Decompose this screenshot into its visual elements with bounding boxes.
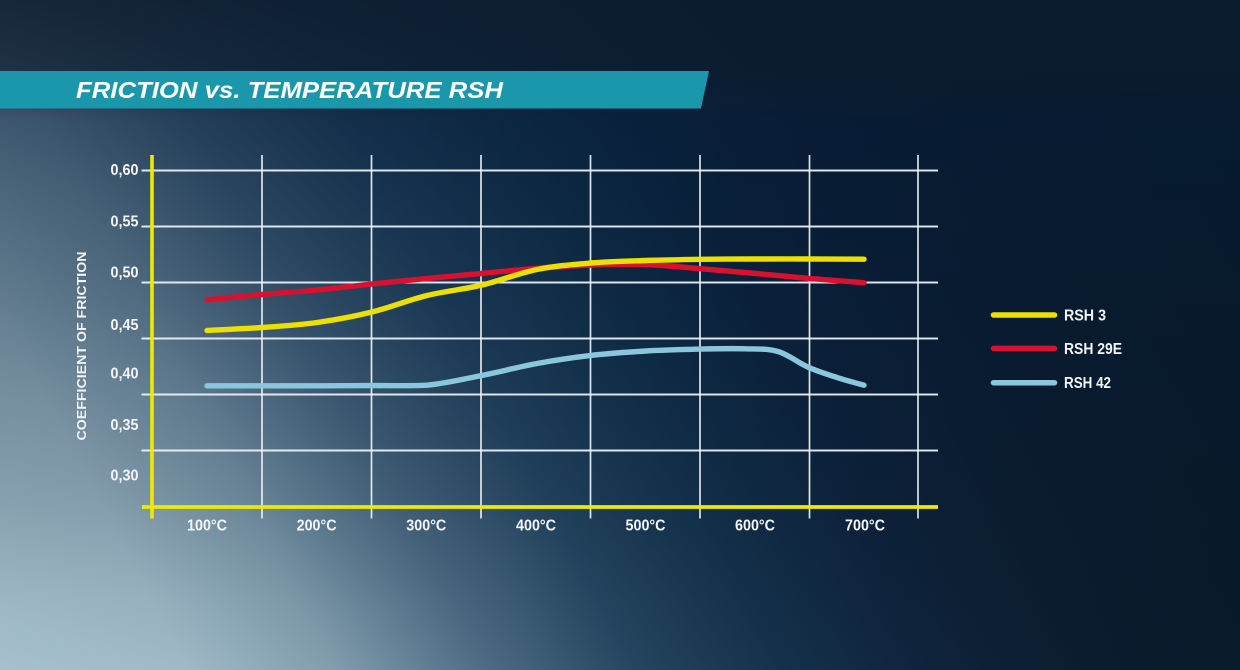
svg-text:0,40: 0,40 [111, 366, 139, 383]
svg-text:700°C: 700°C [845, 518, 885, 535]
svg-text:300°C: 300°C [406, 518, 446, 535]
svg-text:600°C: 600°C [735, 518, 775, 535]
svg-text:RSH 3: RSH 3 [1064, 308, 1106, 325]
svg-text:0,30: 0,30 [111, 468, 139, 485]
svg-text:RSH 29E: RSH 29E [1064, 341, 1122, 358]
svg-text:RSH 42: RSH 42 [1064, 375, 1111, 392]
svg-text:200°C: 200°C [297, 518, 337, 535]
svg-text:0,55: 0,55 [111, 214, 139, 231]
svg-text:FRICTION vs. TEMPERATURE RSH: FRICTION vs. TEMPERATURE RSH [76, 77, 504, 103]
svg-text:400°C: 400°C [516, 518, 556, 535]
svg-text:0,60: 0,60 [111, 162, 139, 179]
svg-text:500°C: 500°C [626, 518, 666, 535]
svg-text:0,45: 0,45 [111, 317, 139, 334]
svg-text:0,35: 0,35 [111, 417, 139, 434]
svg-text:0,50: 0,50 [111, 265, 139, 282]
svg-text:100°C: 100°C [187, 518, 227, 535]
svg-text:COEFFICIENT OF FRICTION: COEFFICIENT OF FRICTION [74, 252, 89, 441]
